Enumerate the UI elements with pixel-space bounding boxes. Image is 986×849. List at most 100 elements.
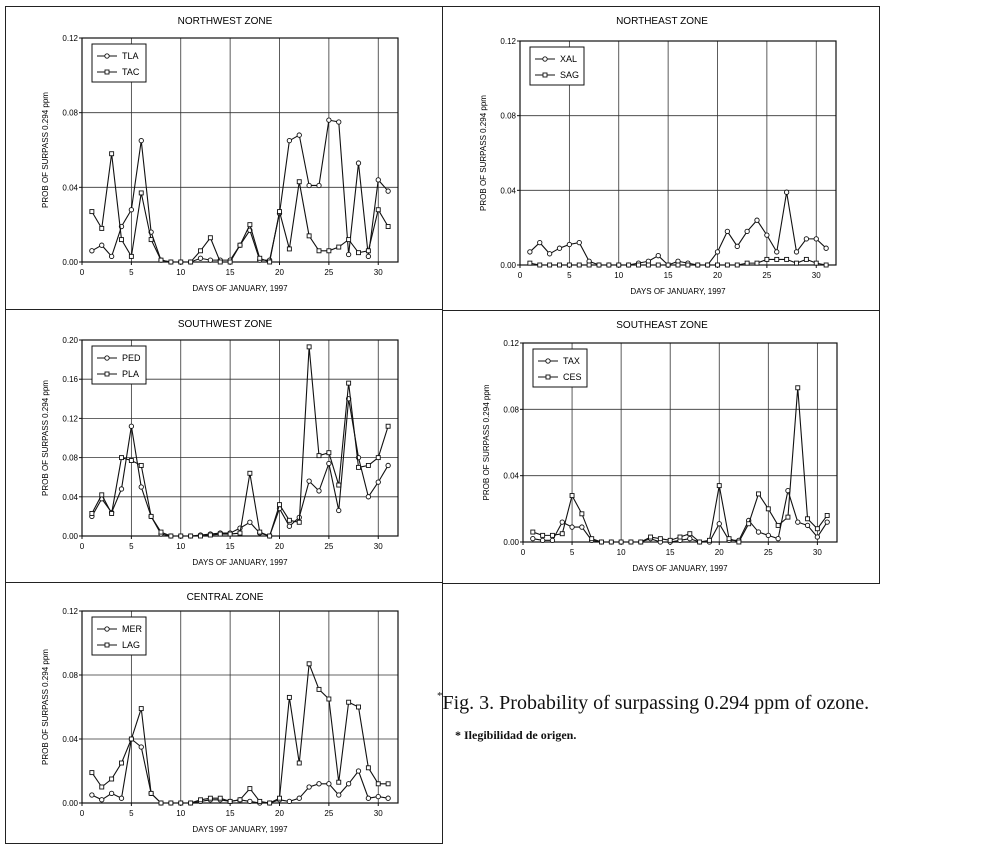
- data-point-lag: [158, 800, 164, 806]
- data-point-lag: [188, 800, 194, 806]
- data-point-mer: [375, 793, 381, 800]
- data-point-lag: [296, 760, 302, 766]
- data-point-ces: [814, 526, 820, 532]
- data-point-pla: [227, 531, 233, 537]
- data-point-pla: [198, 533, 203, 539]
- data-point-pla: [385, 423, 391, 429]
- data-point-lag: [326, 696, 332, 702]
- data-point-pla: [188, 533, 194, 539]
- data-point-sag: [705, 262, 711, 268]
- data-point-tla: [296, 132, 302, 138]
- chart-title: CENTRAL ZONE: [187, 592, 264, 603]
- data-point-xal: [783, 189, 790, 195]
- x-tick-label: 10: [614, 271, 623, 280]
- data-point-tac: [217, 259, 223, 265]
- data-point-tax: [716, 521, 722, 527]
- footnote: * Ilegibilidad de origen.: [455, 728, 577, 742]
- data-point-xal: [803, 236, 810, 242]
- x-tick-label: 30: [374, 542, 383, 551]
- data-point-pla: [89, 511, 95, 516]
- data-point-xal: [774, 249, 780, 255]
- data-point-lag: [306, 661, 312, 667]
- data-point-tax: [687, 536, 693, 542]
- data-point-tla: [385, 188, 391, 194]
- data-point-ces: [530, 529, 536, 535]
- data-point-tac: [356, 250, 361, 256]
- data-point-ces: [716, 483, 722, 489]
- x-tick-label: 20: [275, 542, 284, 551]
- data-point-pla: [138, 462, 144, 468]
- x-axis-label: DAYS OF JANUARY, 1997: [632, 564, 728, 573]
- data-point-tac: [89, 209, 95, 215]
- data-point-tla: [89, 248, 95, 254]
- data-point-xal: [714, 249, 721, 255]
- x-tick-label: 0: [518, 271, 523, 280]
- y-tick-label: 0.00: [500, 261, 516, 270]
- data-point-sag: [784, 256, 790, 262]
- data-point-ces: [785, 514, 791, 520]
- data-point-pla: [178, 533, 184, 539]
- data-point-xal: [566, 241, 573, 248]
- data-point-xal: [744, 228, 750, 235]
- data-point-tla: [336, 119, 342, 125]
- y-tick-label: 0.00: [62, 258, 78, 267]
- chart-title: NORTHWEST ZONE: [178, 16, 273, 27]
- legend-box: [529, 46, 585, 86]
- data-point-tac: [227, 259, 233, 265]
- x-tick-label: 30: [812, 271, 821, 280]
- data-point-ces: [746, 521, 752, 527]
- data-point-ces: [618, 539, 624, 545]
- legend-label: LAG: [122, 640, 140, 650]
- data-point-pla: [326, 450, 332, 456]
- data-point-xal: [764, 232, 770, 238]
- data-point-lag: [375, 781, 381, 787]
- data-point-lag: [207, 795, 213, 801]
- data-point-tla: [355, 160, 362, 166]
- y-axis-label: PROB OF SURPASS 0.294 ppm: [41, 92, 50, 208]
- y-axis-label: PROB OF SURPASS 0.294 ppm: [482, 384, 491, 500]
- data-point-tla: [375, 177, 381, 183]
- data-point-tax: [549, 537, 556, 543]
- data-point-sag: [566, 262, 572, 268]
- x-tick-label: 20: [713, 271, 722, 280]
- data-point-sag: [754, 260, 760, 266]
- data-point-mer: [326, 781, 332, 787]
- data-point-sag: [596, 262, 602, 268]
- data-point-pla: [109, 511, 115, 516]
- data-point-sag: [626, 262, 632, 268]
- data-point-ces: [775, 522, 781, 528]
- data-point-xal: [734, 243, 740, 249]
- data-point-ped: [375, 479, 381, 485]
- data-point-tac: [99, 225, 105, 231]
- data-point-mer: [385, 795, 391, 801]
- x-tick-label: 25: [324, 809, 333, 818]
- x-tick-label: 5: [129, 268, 134, 277]
- data-point-pla: [247, 470, 253, 476]
- data-point-tla: [197, 255, 204, 261]
- data-point-tac: [385, 224, 391, 229]
- data-point-sag: [715, 262, 720, 268]
- data-point-mer: [345, 781, 352, 787]
- data-point-sag: [695, 262, 701, 268]
- data-point-pla: [336, 482, 342, 488]
- data-point-pla: [365, 462, 371, 468]
- x-tick-label: 0: [80, 268, 85, 277]
- data-point-xal: [754, 217, 760, 223]
- data-point-ped: [316, 488, 322, 494]
- data-point-tac: [158, 257, 164, 263]
- data-point-mer: [286, 798, 293, 805]
- data-point-ces: [657, 536, 663, 542]
- data-point-sag: [794, 260, 799, 266]
- data-point-pla: [356, 464, 361, 470]
- legend-marker: [104, 53, 110, 59]
- data-point-pla: [316, 453, 322, 459]
- x-tick-label: 10: [176, 809, 185, 818]
- legend-label: TAX: [563, 356, 580, 366]
- data-point-mer: [296, 795, 302, 801]
- chart-northwest: NORTHWEST ZONE 0.00 0.04 0.08 0.12 0 5 10 15 20 25…: [41, 16, 399, 293]
- data-point-lag: [227, 798, 233, 804]
- chart-central: CENTRAL ZONE 0.00 0.04 0.08 0.12 0 5 10 15 20 25 30…: [41, 592, 399, 834]
- data-point-ces: [756, 491, 761, 497]
- data-point-tac: [257, 255, 263, 261]
- data-point-ped: [365, 494, 372, 500]
